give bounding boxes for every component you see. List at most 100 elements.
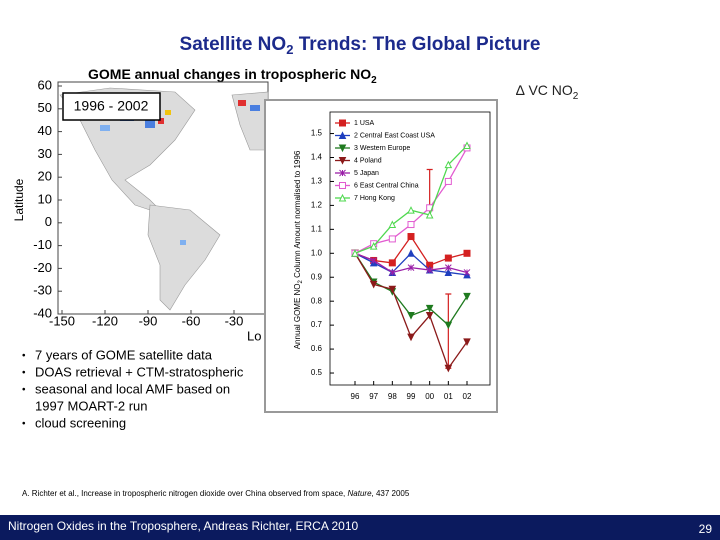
legend-label: 6 East Central China	[354, 182, 419, 189]
map: 1996 - 2002 Latitude Lo 60 50 40 30 20 10 0 -10…	[12, 77, 269, 343]
marker	[463, 141, 471, 150]
bullet-dot: •	[22, 385, 26, 396]
y-tick-label: 1.0	[311, 248, 323, 257]
marker	[369, 241, 378, 250]
page-number: 29	[699, 522, 713, 536]
map-title-text: GOME annual changes in tropospheric NO	[88, 66, 371, 82]
y-tick-label: 1.2	[311, 201, 323, 210]
legend-marker	[338, 193, 347, 202]
marker	[388, 269, 396, 276]
map-x-tick-label: -30	[225, 313, 244, 328]
map-y-tick-label: -30	[33, 283, 52, 298]
marker	[444, 264, 452, 272]
marker	[463, 249, 471, 257]
delta-sub: 2	[573, 91, 579, 102]
marker	[407, 249, 415, 257]
map-axes: 60 50 40 30 20 10 0 -10 -20 -30 -40-150 -120 -90 -60 -…	[33, 77, 243, 328]
y-tick-label: 0.6	[311, 344, 323, 353]
y-tick-label: 0.7	[311, 320, 323, 329]
y-tick-label: 0.5	[311, 368, 323, 377]
legend-marker	[338, 157, 347, 165]
map-ylabel: Latitude	[12, 178, 26, 221]
map-y-tick-label: -40	[33, 305, 52, 320]
bullet-dot: •	[22, 368, 26, 379]
marker	[407, 312, 415, 320]
marker	[444, 364, 453, 373]
bullet-text: 1997 MOART-2 run	[35, 398, 147, 413]
legend-marker	[339, 182, 346, 189]
marker	[407, 206, 415, 214]
marker	[407, 221, 415, 229]
title-rest: Trends: The Global Picture	[293, 34, 540, 55]
slide-title: Satellite NO2 Trends: The Global Picture	[180, 34, 541, 57]
marker	[370, 257, 378, 264]
marker	[463, 338, 471, 347]
title-text: Satellite NO	[180, 34, 287, 55]
bullet-text: seasonal and local AMF based on	[35, 381, 230, 396]
marker	[425, 312, 434, 320]
map-y-tick-label: 50	[38, 100, 52, 115]
map-x-tick-label: -90	[139, 313, 158, 328]
marker	[425, 210, 434, 219]
legend-marker	[338, 144, 347, 153]
pixel	[165, 110, 171, 115]
ylabel-rest: Column Amount normalised to 1996	[293, 150, 302, 280]
x-tick-label: 99	[407, 392, 416, 401]
marker	[388, 285, 397, 294]
marker	[388, 235, 396, 243]
marker	[444, 254, 452, 262]
x-tick-label: 00	[425, 392, 434, 401]
chart-ylabel: Annual GOME NO2 Column Amount normalised…	[293, 150, 303, 349]
legend-label: 7 Hong Kong	[354, 195, 395, 202]
map-y-tick-label: -10	[33, 237, 52, 252]
period-box	[62, 92, 161, 121]
marker	[444, 160, 453, 169]
x-tick-label: 97	[369, 392, 378, 401]
map-x-tick-label: -120	[92, 313, 118, 328]
map-x-tick-label: -150	[49, 313, 75, 328]
marker	[425, 304, 434, 313]
legend-label: 4 Poland	[354, 157, 382, 164]
plot-frame	[329, 111, 491, 386]
y-tick-label: 1.3	[311, 177, 323, 186]
ylabel-sub: 2	[298, 279, 304, 283]
bullet-text: DOAS retrieval + CTM-stratospheric	[35, 364, 244, 379]
x-tick-label: 02	[463, 392, 472, 401]
marker	[388, 220, 397, 229]
reference-rest: , 437 2005	[372, 489, 410, 498]
map-title-sub: 2	[371, 75, 377, 86]
marker	[407, 333, 415, 342]
legend-label: 2 Central East Coast USA	[354, 132, 435, 139]
pixel	[238, 100, 246, 106]
bullet-text: cloud screening	[35, 415, 126, 430]
pixel	[100, 125, 110, 131]
legend-label: 3 Western Europe	[354, 145, 410, 152]
x-tick-label: 01	[444, 392, 453, 401]
bullet-dot: •	[22, 351, 26, 362]
period-label: 1996 - 2002	[74, 98, 149, 114]
marker	[407, 264, 415, 272]
delta-text: ∆ VC NO	[516, 82, 573, 98]
map-y-tick-label: 10	[38, 191, 52, 206]
y-tick-label: 0.8	[311, 296, 323, 305]
title-sub: 2	[286, 42, 293, 57]
marker	[351, 249, 359, 257]
marker	[407, 233, 415, 241]
y-tick-label: 1.5	[311, 129, 323, 138]
map-y-tick-label: 30	[38, 146, 52, 161]
bullet-list: • 7 years of GOME satellite data • DOAS ret…	[22, 347, 244, 430]
y-tick-label: 0.9	[311, 272, 323, 281]
map-y-tick-label: 0	[45, 214, 52, 229]
map-xlabel: Lo	[247, 328, 261, 343]
reference: A. Richter et al., Increase in troposphe…	[22, 489, 410, 498]
pixel	[158, 118, 164, 124]
footer-text: Nitrogen Oxides in the Troposphere, Andr…	[8, 519, 359, 533]
x-tick-label: 96	[351, 392, 360, 401]
marker	[426, 266, 434, 274]
marker	[444, 268, 453, 276]
marker	[463, 269, 471, 276]
marker	[463, 292, 471, 301]
map-y-tick-label: 20	[38, 169, 52, 184]
